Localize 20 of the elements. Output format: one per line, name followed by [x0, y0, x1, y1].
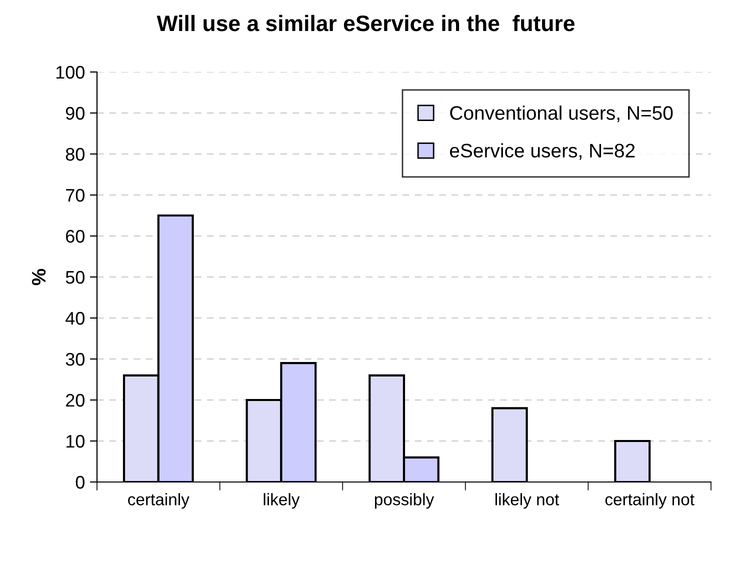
y-tick-label: 50: [66, 270, 84, 284]
y-tick-label: 70: [66, 188, 84, 202]
y-tick-label: 0: [76, 476, 84, 489]
x-tick-label: likely: [264, 493, 300, 509]
y-tick-label: 80: [66, 148, 84, 161]
legend-label: Conventional users, N=50: [450, 106, 673, 122]
x-tick-label: likely not: [496, 493, 560, 509]
y-tick-label: 20: [66, 394, 84, 407]
y-tick-label: 100: [56, 66, 84, 79]
x-tick-label: certainly: [128, 493, 190, 509]
y-tick-label: 40: [66, 312, 84, 325]
y-tick-label: 90: [66, 106, 84, 120]
y-tick-label: 60: [66, 230, 84, 243]
y-tick-label: 30: [66, 352, 84, 366]
x-tick-label: possibly: [374, 493, 434, 509]
legend-label: eService users, N=82: [450, 143, 635, 160]
x-tick-label: certainly not: [605, 493, 694, 509]
chart-title: Will use a similar eService in the future: [156, 14, 574, 32]
y-tick-label: 10: [66, 434, 84, 448]
y-axis-title: %: [32, 268, 46, 286]
